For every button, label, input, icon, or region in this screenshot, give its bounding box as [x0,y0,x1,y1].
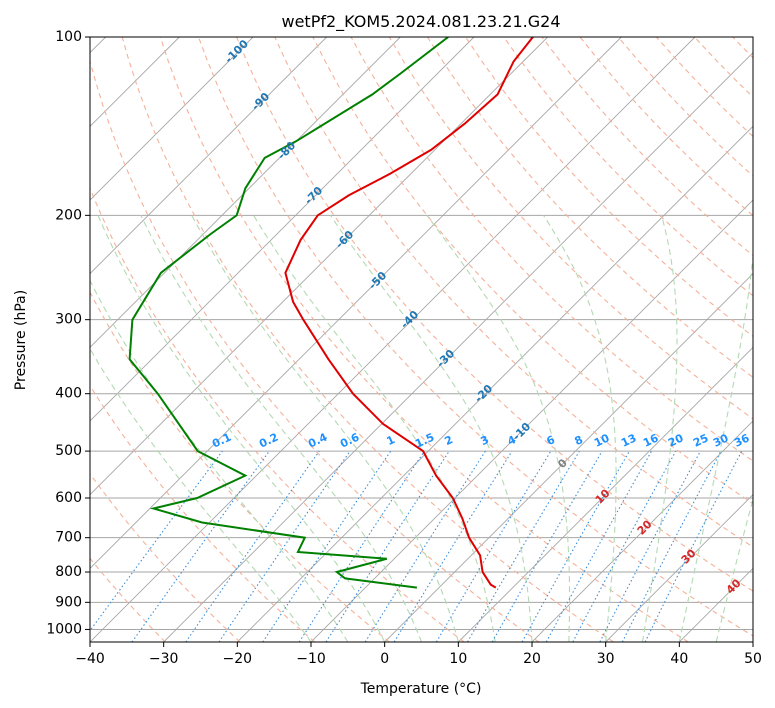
mixing-ratio-line [131,450,270,642]
dewpoint-profile [128,37,449,589]
isotherm-gridline [163,52,753,642]
moist-adiabat [641,215,678,642]
dry-adiabat [90,472,241,642]
dry-adiabat [503,37,753,297]
isotherm-gridline [237,125,753,642]
y-tick-label: 400 [55,386,82,402]
isotherm-gridline [310,199,753,642]
x-tick-label: 0 [380,651,389,667]
x-tick-label: 30 [597,651,615,667]
mixing-ratio-line [644,450,743,642]
mixing-ratio-line [521,450,630,642]
moist-adiabat [97,215,386,642]
plot-frame [89,36,754,643]
dry-adiabat [90,186,465,642]
mixing-ratio-label: 13 [619,431,638,449]
y-tick-label: 800 [55,564,82,580]
mixing-ratio-line [262,450,392,642]
dry-adiabat [90,384,316,642]
axes: −40 −30 −20 −10 0 10 20 30 40 50 100 200 300 400 500 60… [46,29,762,667]
dry-adiabat [90,290,390,642]
mixing-ratio-label: 36 [732,431,752,449]
y-tick-label: 300 [55,312,82,328]
isotherm-gridline [90,37,254,201]
plot-area [90,37,753,642]
isotherm-gridline [90,37,401,348]
isotherm-gridline [531,420,753,642]
isotherm-gridline [90,37,475,422]
dry-adiabat [121,37,614,642]
isotherm-gridline [90,37,622,569]
dry-adiabat [465,37,753,338]
mixing-ratio-line [393,450,513,642]
y-axis-label: Pressure (hPa) [13,290,29,390]
x-tick-label: 10 [449,651,467,667]
x-tick-label: 20 [523,651,541,667]
moist-adiabat [543,215,617,642]
moist-adiabat [678,251,753,642]
y-tick-label: 100 [55,29,82,45]
dry-adiabat [197,37,753,637]
dry-adiabat [350,37,753,462]
dry-adiabat [159,37,689,642]
moist-adiabat [90,347,312,642]
y-tick-label: 600 [55,490,82,506]
dry-adiabat [274,37,753,548]
dry-adiabat [388,37,753,420]
moist-adiabat [329,214,533,642]
mixing-ratio-line [185,450,320,642]
x-tick-label: −40 [75,651,105,667]
isotherm-gridline [458,346,753,642]
chart-title: wetPf2_KOM5.2024.081.23.21.G24 [281,12,560,32]
x-axis-label: Temperature (°C) [360,681,482,697]
dry-adiabat [312,37,753,505]
mixing-ratio-label: 30 [711,431,731,449]
mixing-ratio-label: 16 [641,431,661,449]
mixing-ratio-line [572,450,677,642]
y-tick-label: 200 [55,207,82,223]
isotherm-gridline [605,494,753,642]
mixing-ratio-line [545,450,653,642]
moist-adiabat [140,215,423,642]
x-tick-label: 50 [744,651,762,667]
profile-lines [128,37,534,589]
y-tick-label: 1000 [46,621,82,637]
y-tick-label: 700 [55,530,82,546]
moist-adiabat [191,215,459,642]
mixing-ratio-line [90,450,223,632]
isotherm-gridline [384,273,753,642]
dry-adiabat [90,59,540,642]
moist-adiabat [426,214,571,642]
dry-adiabat [236,37,753,592]
dry-adiabat [90,557,166,642]
isotherm-gridline [90,37,696,642]
y-tick-label: 500 [55,443,82,459]
x-tick-label: −10 [296,651,326,667]
mixing-ratio-line [298,450,425,642]
x-tick-label: 40 [670,651,688,667]
mixing-ratio-line [218,450,351,642]
temperature-profile [284,37,534,589]
isotherm-gridline [90,37,327,275]
mixing-ratio-label: 10 [592,431,612,449]
x-tick-label: −30 [149,651,179,667]
x-tick-label: −20 [223,651,253,667]
mixing-ratio-label: 25 [691,431,710,449]
mixing-ratio-line [325,450,450,642]
mixing-ratio-label: 20 [666,431,686,449]
y-tick-label: 900 [55,594,82,610]
